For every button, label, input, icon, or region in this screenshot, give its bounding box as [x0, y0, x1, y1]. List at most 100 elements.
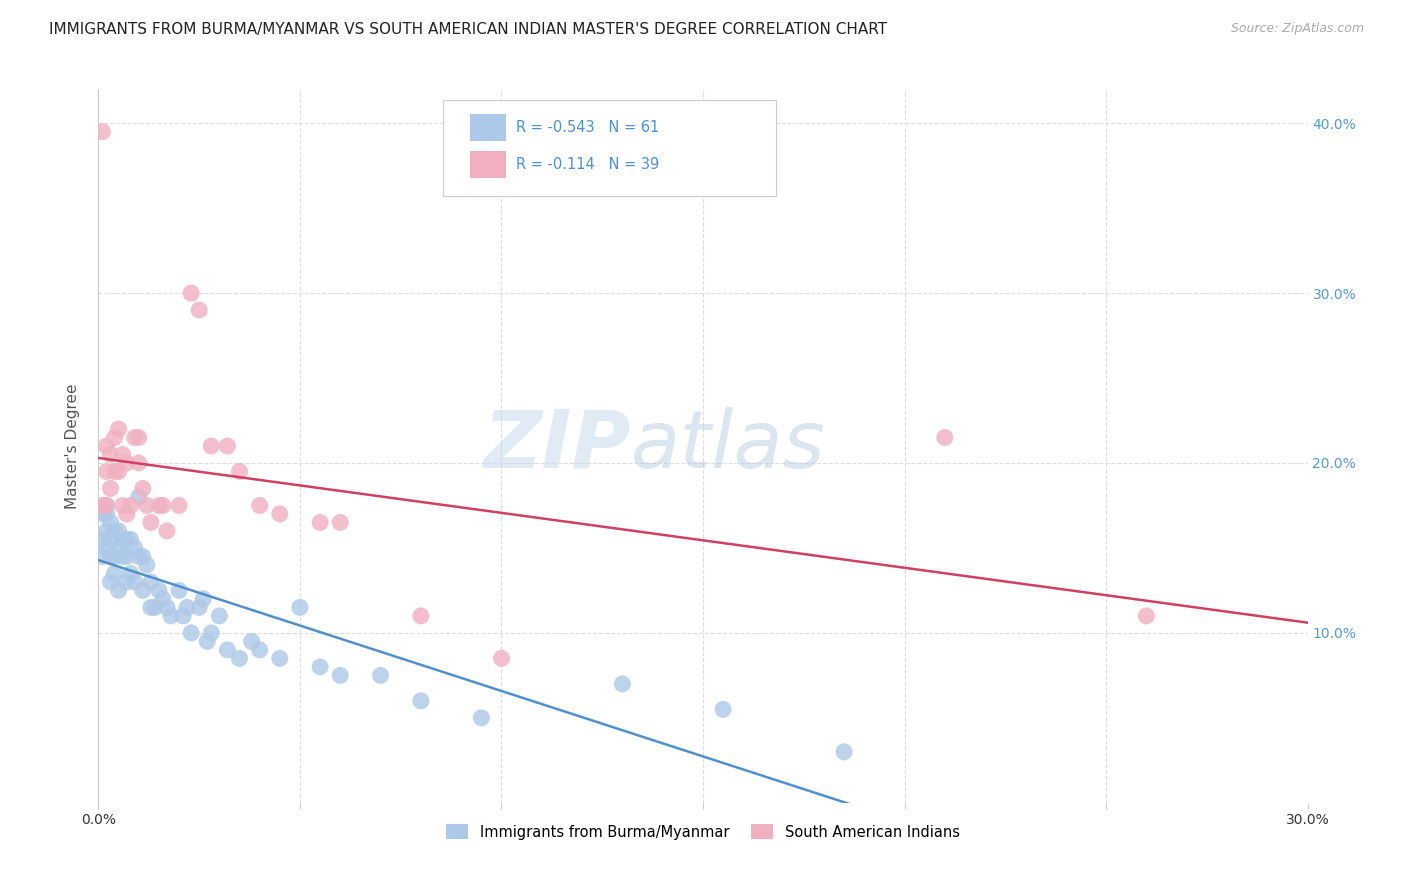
Point: [115, 456, 138, 470]
Point: [139, 516, 162, 530]
Point: [111, 448, 134, 462]
Point: [96, 524, 118, 538]
Point: [172, 608, 194, 623]
Point: [111, 549, 134, 564]
Point: [107, 422, 129, 436]
Point: [107, 541, 129, 555]
Point: [132, 583, 155, 598]
Point: [329, 516, 352, 530]
Point: [103, 524, 125, 538]
Point: [167, 583, 190, 598]
Point: [309, 660, 332, 674]
Text: R = -0.543   N = 61: R = -0.543 N = 61: [516, 120, 659, 135]
Bar: [470, 152, 506, 178]
Point: [409, 694, 432, 708]
Point: [96, 465, 118, 479]
Point: [1135, 608, 1157, 623]
Point: [124, 430, 146, 444]
FancyBboxPatch shape: [443, 100, 776, 196]
Point: [96, 541, 118, 555]
Point: [180, 626, 202, 640]
Point: [120, 566, 142, 581]
Point: [100, 574, 122, 589]
Point: [96, 439, 118, 453]
Point: [111, 533, 134, 547]
Point: [100, 549, 122, 564]
Point: [240, 634, 263, 648]
Point: [148, 583, 170, 598]
Point: [107, 524, 129, 538]
Point: [143, 600, 166, 615]
Point: [139, 574, 162, 589]
Point: [612, 677, 634, 691]
Point: [103, 549, 125, 564]
Point: [132, 549, 155, 564]
Point: [103, 430, 125, 444]
Point: [288, 600, 311, 615]
Point: [124, 541, 146, 555]
Point: [217, 643, 239, 657]
Point: [491, 651, 513, 665]
Point: [128, 430, 150, 444]
Point: [200, 439, 222, 453]
Text: atlas: atlas: [630, 407, 825, 485]
Point: [228, 651, 250, 665]
Point: [103, 465, 125, 479]
Point: [156, 600, 179, 615]
Point: [193, 591, 215, 606]
Point: [139, 600, 162, 615]
Point: [100, 448, 122, 462]
Point: [91, 125, 114, 139]
Point: [152, 499, 174, 513]
Point: [152, 591, 174, 606]
Point: [167, 499, 190, 513]
Text: Source: ZipAtlas.com: Source: ZipAtlas.com: [1230, 22, 1364, 36]
Point: [832, 745, 855, 759]
Point: [128, 549, 150, 564]
Point: [217, 439, 239, 453]
Point: [91, 499, 114, 513]
Point: [269, 507, 291, 521]
Point: [111, 499, 134, 513]
Point: [269, 651, 291, 665]
Point: [195, 634, 218, 648]
Point: [200, 626, 222, 640]
Point: [100, 533, 122, 547]
Point: [103, 566, 125, 581]
Point: [107, 583, 129, 598]
Point: [115, 533, 138, 547]
Point: [91, 533, 114, 547]
Point: [135, 558, 157, 572]
Point: [96, 507, 118, 521]
Point: [188, 303, 211, 318]
Point: [91, 507, 114, 521]
Point: [124, 574, 146, 589]
Point: [107, 465, 129, 479]
Bar: [470, 114, 506, 141]
Point: [115, 574, 138, 589]
Point: [249, 499, 271, 513]
Y-axis label: Master's Degree: Master's Degree: [65, 384, 80, 508]
Point: [156, 524, 179, 538]
Point: [148, 499, 170, 513]
Point: [180, 286, 202, 301]
Point: [329, 668, 352, 682]
Point: [100, 516, 122, 530]
Point: [370, 668, 392, 682]
Legend: Immigrants from Burma/Myanmar, South American Indians: Immigrants from Burma/Myanmar, South Ame…: [440, 818, 966, 846]
Text: R = -0.114   N = 39: R = -0.114 N = 39: [516, 157, 659, 171]
Point: [100, 482, 122, 496]
Point: [934, 430, 956, 444]
Point: [470, 711, 492, 725]
Text: IMMIGRANTS FROM BURMA/MYANMAR VS SOUTH AMERICAN INDIAN MASTER'S DEGREE CORRELATI: IMMIGRANTS FROM BURMA/MYANMAR VS SOUTH A…: [49, 22, 887, 37]
Text: ZIP: ZIP: [484, 407, 630, 485]
Point: [711, 702, 734, 716]
Point: [160, 608, 183, 623]
Point: [135, 499, 157, 513]
Point: [115, 507, 138, 521]
Point: [91, 549, 114, 564]
Point: [120, 533, 142, 547]
Point: [249, 643, 271, 657]
Point: [409, 608, 432, 623]
Point: [188, 600, 211, 615]
